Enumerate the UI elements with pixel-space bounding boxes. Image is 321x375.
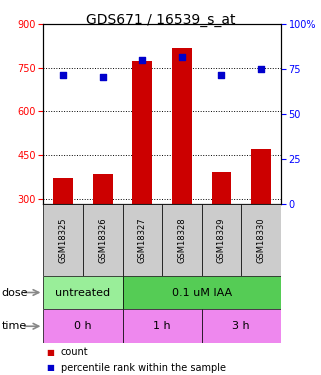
Point xyxy=(219,72,224,78)
Bar xyxy=(123,204,162,276)
Text: 0 h: 0 h xyxy=(74,321,92,331)
Text: 3 h: 3 h xyxy=(232,321,250,331)
Text: 1 h: 1 h xyxy=(153,321,171,331)
Bar xyxy=(43,276,123,309)
Text: 0.1 uM IAA: 0.1 uM IAA xyxy=(172,288,232,297)
Text: time: time xyxy=(2,321,27,331)
Bar xyxy=(53,178,73,204)
Point xyxy=(140,57,145,63)
Bar xyxy=(172,48,192,204)
Text: GSM18330: GSM18330 xyxy=(256,217,265,263)
Text: ■: ■ xyxy=(47,363,55,372)
Text: GSM18328: GSM18328 xyxy=(178,217,187,263)
Point xyxy=(258,66,264,72)
Point xyxy=(179,54,185,60)
Text: GSM18326: GSM18326 xyxy=(98,217,107,263)
Bar xyxy=(132,61,152,204)
Bar xyxy=(241,204,281,276)
Bar xyxy=(162,204,202,276)
Point xyxy=(100,74,105,80)
Text: untreated: untreated xyxy=(55,288,110,297)
Bar xyxy=(43,309,123,343)
Bar xyxy=(202,309,281,343)
Text: percentile rank within the sample: percentile rank within the sample xyxy=(61,363,226,373)
Text: GDS671 / 16539_s_at: GDS671 / 16539_s_at xyxy=(86,13,235,27)
Bar xyxy=(43,204,83,276)
Text: dose: dose xyxy=(2,288,28,297)
Text: ■: ■ xyxy=(47,348,55,357)
Bar xyxy=(83,204,123,276)
Bar xyxy=(212,172,231,204)
Text: GSM18327: GSM18327 xyxy=(138,217,147,263)
Bar xyxy=(123,276,281,309)
Point xyxy=(61,72,66,78)
Bar xyxy=(202,204,241,276)
Text: GSM18329: GSM18329 xyxy=(217,217,226,263)
Text: count: count xyxy=(61,347,89,357)
Bar xyxy=(251,149,271,204)
Bar xyxy=(93,174,113,204)
Text: GSM18325: GSM18325 xyxy=(59,217,68,263)
Bar xyxy=(123,309,202,343)
